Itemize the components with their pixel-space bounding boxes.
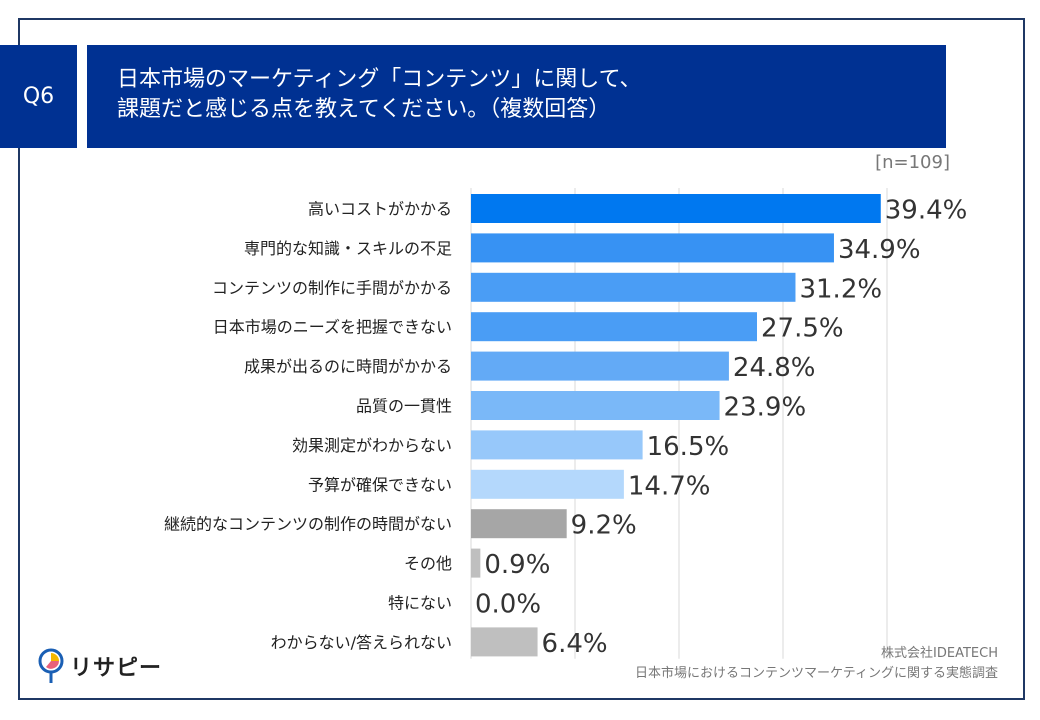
title-line-1: 日本市場のマーケティング「コンテンツ」に関して、 (117, 67, 642, 92)
title-line-2: 課題だと感じる点を教えてください。（複数回答） (117, 97, 611, 122)
category-label: 日本市場のニーズを把握できない (213, 318, 452, 337)
source-company: 株式会社IDEATECH (881, 646, 998, 661)
data-label: 31.2% (799, 274, 882, 304)
data-label: 27.5% (761, 314, 844, 344)
logo-text: リサピー (70, 656, 163, 681)
bar (471, 509, 567, 539)
bar (471, 391, 720, 420)
data-label: 24.8% (733, 353, 816, 383)
bar (471, 194, 881, 223)
data-label: 0.0% (475, 590, 541, 620)
bar (471, 469, 624, 499)
data-label: 39.4% (885, 196, 968, 226)
data-label: 14.7% (628, 471, 711, 501)
category-label: 特にない (388, 594, 452, 613)
category-label: その他 (404, 554, 452, 573)
category-label: 高いコストがかかる (308, 200, 452, 219)
data-label: 34.9% (838, 235, 921, 265)
source: 株式会社IDEATECH 日本市場におけるコンテンツマーケティングに関する実態調… (635, 644, 998, 684)
data-label: 0.9% (484, 550, 550, 580)
bar (471, 351, 729, 381)
sample-size: [n=109] (875, 152, 950, 173)
category-label: 品質の一貫性 (356, 397, 452, 416)
question-number: Q6 (0, 45, 77, 148)
bar (471, 548, 481, 578)
data-label: 6.4% (542, 629, 608, 659)
bar (471, 430, 643, 460)
logo: リサピー (38, 648, 162, 684)
category-label: 効果測定がわからない (292, 436, 452, 455)
bar (471, 627, 538, 657)
question-title: 日本市場のマーケティング「コンテンツ」に関して、 課題だと感じる点を教えてくださ… (87, 45, 946, 148)
category-label: 予算が確保できない (308, 475, 452, 494)
data-label: 16.5% (647, 432, 730, 462)
logo-pin-icon (38, 648, 64, 683)
category-label: 成果が出るのに時間がかかる (244, 357, 452, 376)
category-label: 専門的な知識・スキルの不足 (244, 239, 452, 258)
bar (471, 233, 834, 263)
bar (471, 312, 757, 342)
data-label: 23.9% (724, 393, 807, 423)
bar (471, 272, 796, 302)
category-label: コンテンツの制作に手間がかかる (212, 278, 452, 297)
data-label: 9.2% (571, 511, 637, 541)
source-survey: 日本市場におけるコンテンツマーケティングに関する実態調査 (635, 666, 998, 681)
category-label: 継続的なコンテンツの制作の時間がない (164, 515, 452, 534)
category-label: わからない/答えられない (271, 633, 452, 652)
chart-frame (18, 18, 1025, 700)
